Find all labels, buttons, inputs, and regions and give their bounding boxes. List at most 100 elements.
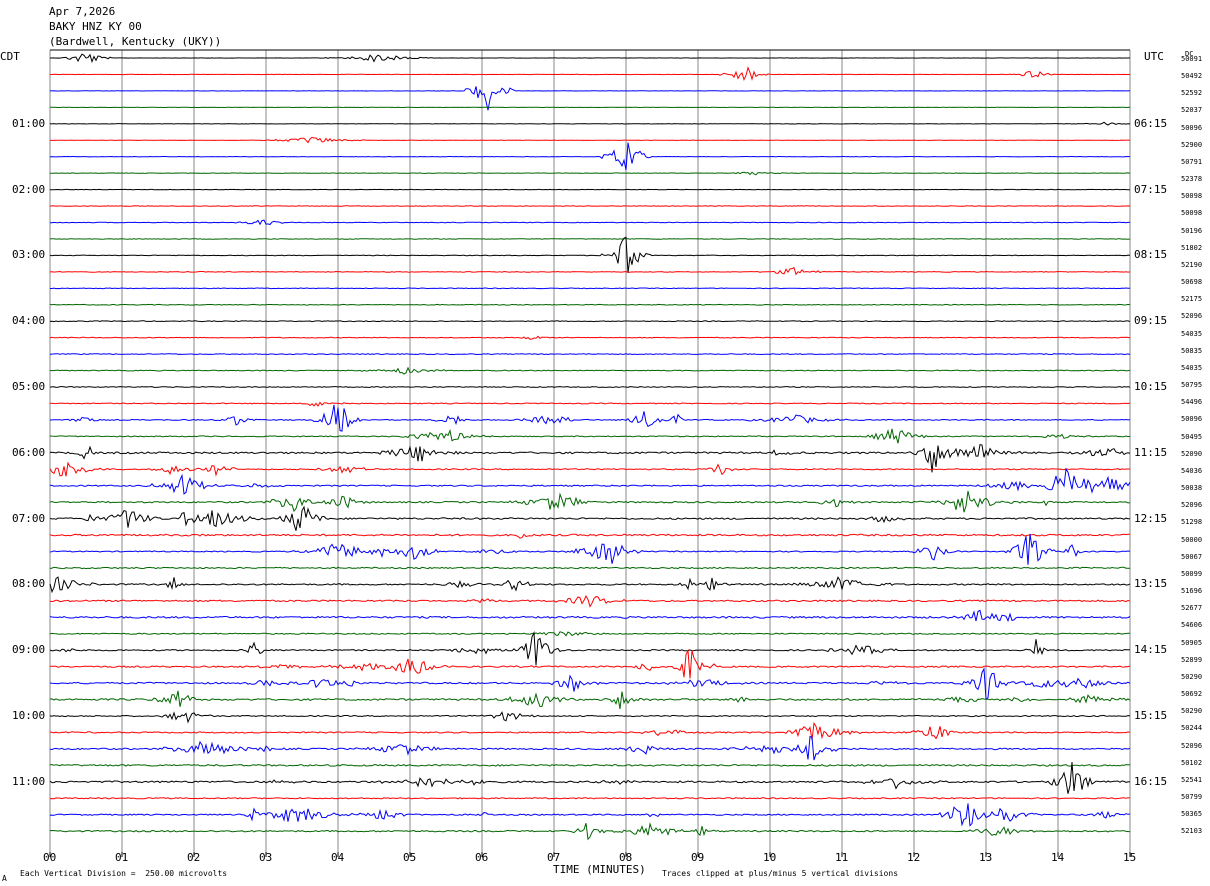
trace-line bbox=[49, 763, 1131, 767]
dc-value: 51696 bbox=[1181, 587, 1203, 596]
right-axis-title: UTC bbox=[1144, 50, 1164, 63]
trace-line bbox=[49, 797, 1131, 800]
right-time-label: 08:15 bbox=[1134, 248, 1168, 262]
location-label: (Bardwell, Kentucky (UKY)) bbox=[49, 35, 222, 48]
left-time-label: 10:00 bbox=[12, 709, 46, 722]
trace-line bbox=[49, 121, 1131, 126]
x-axis-title: TIME (MINUTES) bbox=[553, 863, 646, 876]
dc-value: 54606 bbox=[1181, 621, 1203, 630]
dc-value: 50495 bbox=[1181, 432, 1203, 441]
clip-note: Traces clipped at plus/minus 5 vertical … bbox=[662, 869, 899, 878]
dc-value: 52900 bbox=[1181, 140, 1203, 149]
trace-line bbox=[49, 711, 1131, 724]
left-time-label: 02:00 bbox=[12, 182, 46, 196]
x-tick-label: 10 bbox=[763, 851, 777, 864]
dc-value: 50365 bbox=[1181, 810, 1203, 819]
left-time-label: 06:00 bbox=[12, 445, 46, 459]
dc-value: 52103 bbox=[1181, 827, 1203, 836]
dc-value: 50244 bbox=[1181, 724, 1203, 733]
dc-value: 54035 bbox=[1181, 329, 1203, 338]
trace-line bbox=[49, 667, 1131, 701]
dc-value: 50096 bbox=[1181, 123, 1203, 132]
dc-value: 52899 bbox=[1181, 655, 1203, 664]
dc-value: 54036 bbox=[1181, 466, 1203, 475]
trace-line bbox=[50, 66, 1130, 81]
right-time-label: 16:15 bbox=[1134, 774, 1168, 788]
x-tick-label: 07 bbox=[547, 851, 561, 864]
right-time-label: 07:15 bbox=[1134, 182, 1168, 196]
trace-line bbox=[49, 404, 1131, 432]
trace-line bbox=[49, 467, 1131, 495]
trace-line bbox=[49, 205, 1131, 207]
right-time-label: 09:15 bbox=[1134, 314, 1168, 328]
trace-line bbox=[49, 142, 1130, 171]
trace-line bbox=[49, 594, 1131, 608]
right-time-label: 11:15 bbox=[1134, 445, 1168, 459]
right-time-label: 06:15 bbox=[1134, 116, 1168, 130]
left-time-label: 04:00 bbox=[12, 314, 46, 328]
x-tick-label: 01 bbox=[115, 851, 129, 864]
trace-line bbox=[49, 136, 1131, 144]
trace-line bbox=[50, 287, 1130, 290]
dc-value: 52096 bbox=[1181, 312, 1203, 321]
trace-line bbox=[49, 505, 1130, 531]
trace-line bbox=[49, 648, 1131, 679]
dc-value: 54035 bbox=[1181, 363, 1203, 372]
trace-line bbox=[49, 444, 1131, 473]
left-time-label: 09:00 bbox=[12, 643, 46, 657]
dc-value: 52037 bbox=[1181, 106, 1203, 115]
right-time-label: 13:15 bbox=[1134, 577, 1168, 591]
dc-value: 50096 bbox=[1181, 415, 1203, 424]
dc-value: 50835 bbox=[1181, 346, 1203, 355]
traces bbox=[49, 53, 1131, 841]
trace-line bbox=[49, 609, 1131, 623]
x-tick-label: 09 bbox=[691, 851, 705, 864]
trace-line bbox=[49, 335, 1131, 340]
dc-value: 52090 bbox=[1181, 449, 1203, 458]
trace-line bbox=[49, 320, 1131, 323]
trace-line bbox=[49, 566, 1131, 570]
dc-value: 52677 bbox=[1181, 604, 1203, 613]
x-tick-label: 15 bbox=[1123, 851, 1137, 864]
dc-value: 50091 bbox=[1181, 55, 1203, 63]
trace-line bbox=[49, 353, 1131, 356]
trace-line bbox=[49, 762, 1131, 794]
dc-value: 50038 bbox=[1181, 484, 1203, 493]
right-time-label: 15:15 bbox=[1134, 709, 1168, 722]
dc-value: 50799 bbox=[1181, 793, 1203, 802]
trace-line bbox=[49, 690, 1131, 710]
dc-header: DC bbox=[1185, 50, 1194, 58]
dc-value: 51298 bbox=[1181, 518, 1203, 527]
trace-line bbox=[49, 461, 1130, 477]
trace-line bbox=[49, 236, 1131, 274]
x-tick-label: 14 bbox=[1051, 851, 1065, 864]
dc-value: 50492 bbox=[1181, 72, 1203, 81]
trace-line bbox=[50, 401, 1131, 407]
date-label: Apr 7,2026 bbox=[49, 5, 116, 18]
dc-value: 52541 bbox=[1181, 775, 1203, 784]
dc-value: 51802 bbox=[1181, 243, 1203, 252]
trace-line bbox=[49, 386, 1131, 388]
trace-line bbox=[49, 721, 1131, 740]
right-time-label: 14:15 bbox=[1134, 643, 1168, 657]
trace-line bbox=[49, 303, 1131, 306]
trace-line bbox=[50, 219, 1131, 226]
right-time-label: 10:15 bbox=[1134, 380, 1168, 393]
trace-line bbox=[49, 803, 1131, 827]
x-tick-label: 11 bbox=[835, 851, 849, 864]
dc-value: 50067 bbox=[1181, 552, 1203, 561]
left-time-label: 08:00 bbox=[12, 577, 46, 591]
trace-line bbox=[50, 53, 1131, 64]
trace-line bbox=[49, 533, 1130, 539]
station-label: BAKY HNZ KY 00 bbox=[49, 20, 142, 33]
x-tick-label: 06 bbox=[475, 851, 489, 864]
dc-value: 50290 bbox=[1181, 672, 1203, 681]
dc-value: 50795 bbox=[1181, 381, 1203, 390]
left-time-label: 05:00 bbox=[12, 380, 46, 393]
x-tick-label: 03 bbox=[259, 851, 273, 864]
dc-value: 52592 bbox=[1181, 89, 1203, 98]
dc-value: 50905 bbox=[1181, 638, 1203, 647]
x-tick-label: 13 bbox=[979, 851, 993, 864]
x-tick-label: 12 bbox=[907, 851, 921, 864]
